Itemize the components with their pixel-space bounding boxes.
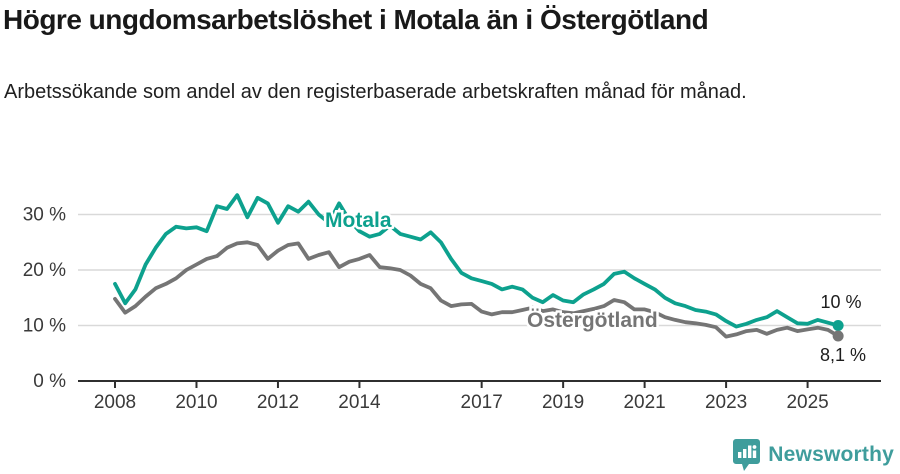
y-axis-tick-label: 10 %	[23, 316, 66, 337]
motala-end-dot	[832, 320, 844, 331]
y-axis-tick-label: 0 %	[33, 371, 66, 392]
newsworthy-logo-text: Newsworthy	[768, 443, 894, 466]
x-axis-tick-label: 2019	[542, 392, 584, 413]
x-axis-tick-label: 2025	[786, 392, 828, 413]
x-axis-tick-label: 2014	[338, 392, 381, 413]
motala-line	[113, 193, 840, 329]
newsworthy-logo: Newsworthy	[733, 438, 894, 472]
motala-series-label: Motala	[325, 209, 392, 232]
ostergotland-series-label: Östergötland	[527, 309, 658, 332]
x-axis-tick-label: 2008	[94, 392, 136, 413]
x-axis-tick-label: 2021	[623, 392, 665, 413]
y-axis-tick-label: 30 %	[23, 205, 66, 226]
motala-end-value-label: 10 %	[820, 292, 861, 312]
x-axis-tick-label: 2017	[461, 392, 503, 413]
x-axis-tick-label: 2010	[175, 392, 217, 413]
ostergotland-end-value-label: 8,1 %	[820, 345, 866, 365]
newsworthy-logo-icon	[733, 439, 761, 471]
ostergotland-line	[113, 240, 840, 339]
page-subtitle: Arbetssökande som andel av den registerb…	[4, 81, 747, 103]
x-axis-tick-label: 2023	[705, 392, 747, 413]
y-axis-tick-label: 20 %	[23, 260, 66, 281]
ostergotland-end-dot	[832, 330, 844, 342]
page-title: Högre ungdomsarbetslöshet i Motala än i …	[3, 4, 709, 35]
line-chart: 0 % 10 % 20 % 30 % 2008 2010 2012 2014 2017 2019 2…	[23, 193, 881, 413]
x-axis-tick-label: 2012	[257, 392, 299, 413]
